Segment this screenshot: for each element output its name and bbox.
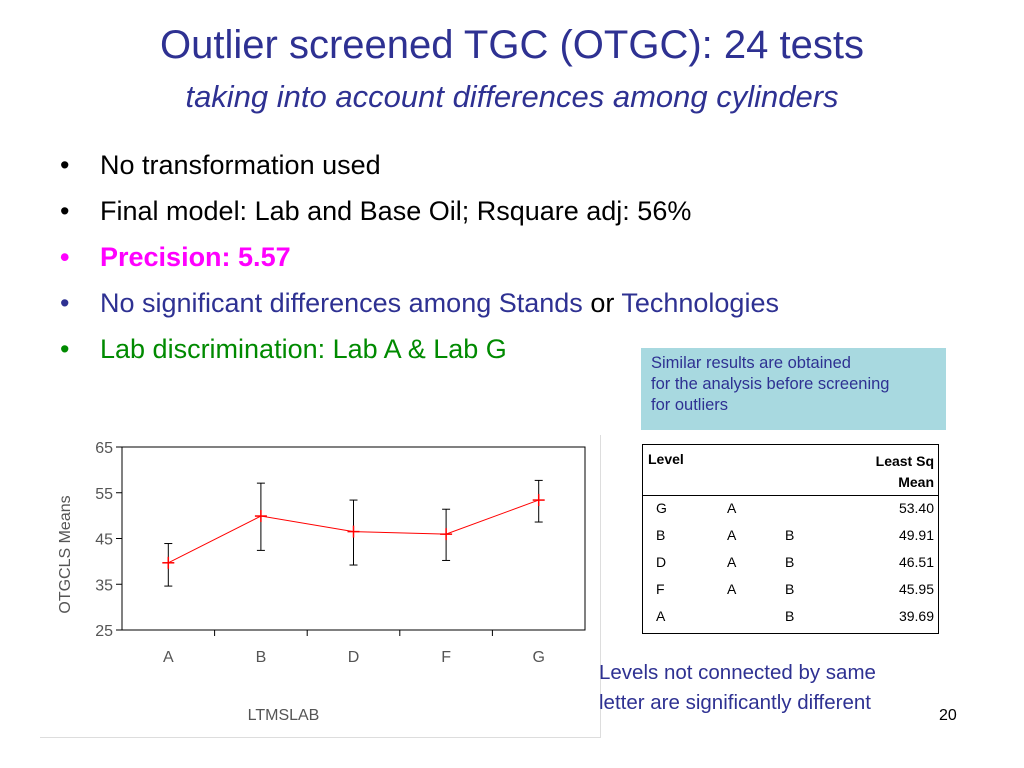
row-group-1: A bbox=[727, 527, 737, 543]
table-header-level: Level bbox=[648, 451, 684, 467]
row-mean: 39.69 bbox=[898, 608, 934, 624]
bullet-text: Technologies bbox=[621, 288, 779, 318]
data-point bbox=[347, 525, 360, 538]
slide-subtitle: taking into account differences among cy… bbox=[185, 79, 839, 114]
bullet-text: Lab discrimination: Lab A & Lab G bbox=[100, 334, 507, 364]
row-mean: 49.91 bbox=[898, 527, 934, 543]
x-tick-label: G bbox=[532, 649, 544, 666]
data-point bbox=[532, 494, 545, 507]
bullet-item: • No transformation used bbox=[60, 150, 779, 196]
row-level: G bbox=[656, 500, 667, 516]
table-row: G A 53.40 bbox=[643, 496, 938, 523]
row-level: B bbox=[656, 527, 666, 543]
table-row: B A B 49.91 bbox=[643, 523, 938, 550]
page-number: 20 bbox=[939, 707, 957, 724]
row-group-2: B bbox=[785, 527, 795, 543]
chart-panel: 25 35 45 55 65 A B D F G LTMSLAB OTGCLS Means bbox=[40, 435, 601, 738]
row-mean: 45.95 bbox=[898, 581, 934, 597]
y-tick-label: 55 bbox=[95, 486, 113, 503]
data-point bbox=[440, 528, 453, 541]
note-line: Similar results are obtained bbox=[651, 354, 851, 372]
table-header-lsm: Least Sq Mean bbox=[876, 451, 934, 493]
row-group-2: B bbox=[785, 581, 795, 597]
least-squares-table: Level Least Sq Mean G A 53.40 B A B 49.91 D A B 46… bbox=[642, 444, 939, 634]
bullet-item: • No significant differences among Stand… bbox=[60, 288, 779, 334]
row-level: D bbox=[656, 554, 667, 570]
x-tick-label: D bbox=[348, 649, 360, 666]
x-tick-label: A bbox=[163, 649, 174, 666]
means-chart: 25 35 45 55 65 A B D F G LTMSLAB OTGCLS Means bbox=[57, 440, 586, 724]
bullet-dot: • bbox=[60, 334, 70, 364]
bullet-text-or: or bbox=[590, 288, 615, 318]
bullet-text: No transformation used bbox=[100, 150, 381, 180]
y-tick-label: 45 bbox=[95, 532, 113, 549]
row-level: F bbox=[656, 581, 665, 597]
data-point bbox=[162, 556, 175, 569]
row-level: A bbox=[656, 608, 666, 624]
table-header: Level Least Sq Mean bbox=[643, 445, 938, 496]
bullet-item: • Precision: 5.57 bbox=[60, 242, 779, 288]
table-header-lsm-line: Mean bbox=[898, 474, 934, 490]
row-group-1: A bbox=[727, 500, 737, 516]
footer-note-line: letter are significantly different bbox=[599, 691, 871, 714]
bullet-item: • Lab discrimination: Lab A & Lab G bbox=[60, 334, 779, 380]
slide-title: Outlier screened TGC (OTGC): 24 tests bbox=[160, 23, 864, 67]
bullet-text: Precision: 5.57 bbox=[100, 242, 291, 272]
row-group-2: B bbox=[785, 554, 795, 570]
bullet-dot: • bbox=[60, 288, 70, 318]
bullet-text: Final model: Lab and Base Oil; Rsquare a… bbox=[100, 196, 692, 226]
note-box: Similar results are obtained for the ana… bbox=[641, 348, 946, 430]
x-tick-label: F bbox=[441, 649, 451, 666]
footer-note-line: Levels not connected by same bbox=[599, 661, 876, 684]
table-header-lsm-line: Least Sq bbox=[875, 453, 934, 469]
footer-note: Levels not connected by same letter are … bbox=[599, 658, 876, 718]
table-row: A B 39.69 bbox=[643, 604, 938, 631]
table-row: F A B 45.95 bbox=[643, 577, 938, 604]
table-row: D A B 46.51 bbox=[643, 550, 938, 577]
data-point bbox=[254, 510, 267, 523]
row-mean: 53.40 bbox=[898, 500, 934, 516]
bullet-dot: • bbox=[60, 150, 70, 180]
row-group-2: B bbox=[785, 608, 795, 624]
row-mean: 46.51 bbox=[898, 554, 934, 570]
bullet-text: No significant differences among Stands bbox=[100, 288, 583, 318]
bullet-list: • No transformation used • Final model: … bbox=[60, 150, 779, 380]
bullet-dot: • bbox=[60, 196, 70, 226]
bullet-item: • Final model: Lab and Base Oil; Rsquare… bbox=[60, 196, 779, 242]
y-tick-label: 35 bbox=[95, 577, 113, 594]
y-tick-label: 65 bbox=[95, 440, 113, 457]
row-group-1: A bbox=[727, 554, 737, 570]
note-line: for outliers bbox=[651, 396, 729, 414]
x-axis-title: LTMSLAB bbox=[248, 707, 320, 724]
note-line: for the analysis before screening bbox=[651, 375, 890, 393]
y-axis-title: OTGCLS Means bbox=[57, 495, 74, 613]
x-tick-label: B bbox=[256, 649, 267, 666]
bullet-dot: • bbox=[60, 242, 70, 272]
row-group-1: A bbox=[727, 581, 737, 597]
y-tick-label: 25 bbox=[95, 623, 113, 640]
